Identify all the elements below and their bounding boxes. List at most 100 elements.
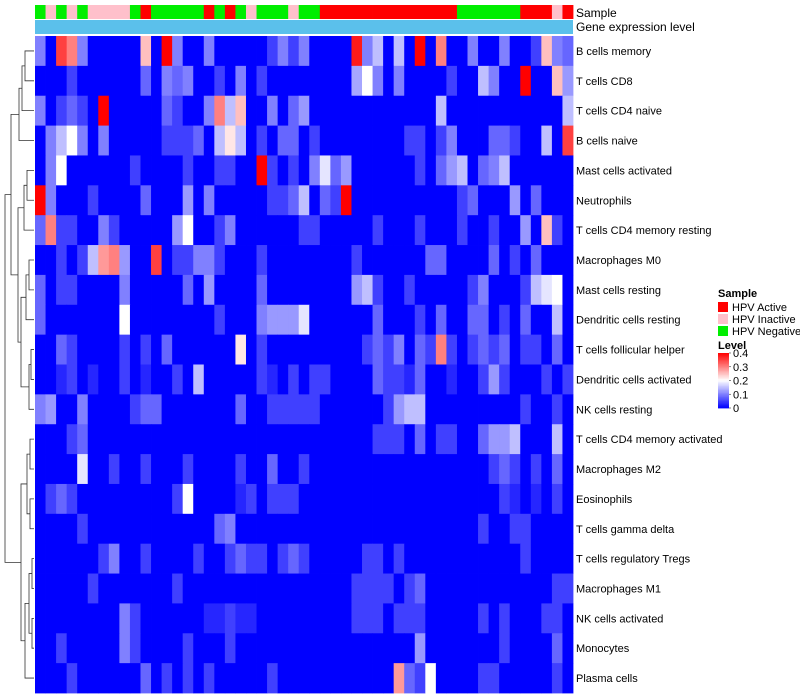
level-legend-gradient-step <box>718 383 729 386</box>
heatmap-cell <box>425 185 437 216</box>
heatmap-cell <box>383 483 395 515</box>
heatmap-cell <box>478 95 490 126</box>
heatmap-cell <box>435 573 447 604</box>
heatmap-cell <box>562 125 574 156</box>
heatmap-cell <box>45 633 57 664</box>
heatmap-cell <box>488 454 500 485</box>
heatmap-cell <box>119 245 131 276</box>
heatmap-cell <box>66 215 78 246</box>
heatmap-cell <box>129 36 141 67</box>
heatmap-cell <box>383 245 395 276</box>
heatmap-cell <box>446 394 458 425</box>
heatmap-cell <box>551 603 563 634</box>
heatmap-cell <box>414 274 426 306</box>
heatmap-cell <box>193 95 205 126</box>
heatmap-cell <box>478 185 490 216</box>
heatmap-cell <box>151 454 162 485</box>
sample-annotation-cell <box>362 5 373 19</box>
heatmap-cell <box>203 483 215 515</box>
heatmap-cell <box>129 245 141 276</box>
heatmap-cell <box>267 603 279 634</box>
heatmap-cell <box>129 185 141 216</box>
heatmap-cell <box>551 125 563 156</box>
heatmap-cell <box>362 65 373 97</box>
heatmap-cell <box>35 155 46 186</box>
heatmap-cell <box>393 573 405 604</box>
heatmap-cell <box>214 274 226 306</box>
heatmap-cell <box>393 304 405 336</box>
heatmap-cell <box>224 543 236 574</box>
dendrogram-branch <box>29 438 34 470</box>
heatmap-cell <box>203 155 215 186</box>
heatmap-cell <box>182 454 194 485</box>
heatmap-cell <box>298 95 310 126</box>
heatmap-cell <box>203 95 215 126</box>
heatmap-cell <box>435 36 447 67</box>
heatmap-cell <box>151 65 162 97</box>
heatmap-cell <box>435 155 447 186</box>
heatmap-cell <box>340 36 352 67</box>
heatmap-cell <box>530 483 542 515</box>
heatmap-cell <box>66 663 78 694</box>
heatmap-cell <box>425 633 437 664</box>
heatmap-cell <box>267 364 279 395</box>
heatmap-cell <box>414 603 426 634</box>
heatmap-cell <box>362 633 373 664</box>
heatmap-cell <box>362 663 373 694</box>
heatmap-cell <box>87 125 99 156</box>
heatmap-cell <box>298 394 310 425</box>
heatmap-cell <box>393 65 405 97</box>
level-legend-gradient-step <box>718 359 729 362</box>
heatmap-cell <box>551 394 563 425</box>
heatmap-cell <box>45 185 57 216</box>
heatmap-cell <box>351 424 363 455</box>
heatmap-cell <box>340 454 352 485</box>
heatmap-cell <box>108 573 120 604</box>
heatmap-cell <box>372 274 384 306</box>
heatmap-cell <box>467 603 479 634</box>
heatmap-cell <box>56 543 68 574</box>
heatmap-cell <box>129 543 141 574</box>
heatmap-cell <box>182 274 194 306</box>
sample-annotation-cell <box>182 5 194 19</box>
heatmap-cell <box>562 603 574 634</box>
heatmap-cell <box>309 215 321 246</box>
heatmap-cell <box>193 424 205 455</box>
heatmap-cell <box>161 65 173 97</box>
dendrogram-branch <box>4 194 21 563</box>
heatmap-cell <box>393 185 405 216</box>
heatmap-cell <box>488 155 500 186</box>
heatmap-cell <box>172 454 184 485</box>
heatmap-cell <box>288 663 300 694</box>
heatmap-cell <box>161 603 173 634</box>
heatmap-cell <box>267 394 279 425</box>
heatmap-cell <box>172 95 184 126</box>
heatmap-cell <box>309 364 321 395</box>
heatmap-cell <box>140 663 152 694</box>
heatmap-cell <box>530 454 542 485</box>
sample-annotation-cell <box>309 5 321 19</box>
heatmap-cell <box>277 454 289 485</box>
heatmap-cell <box>456 394 468 425</box>
heatmap-cell <box>309 483 321 515</box>
heatmap-cell <box>446 215 458 246</box>
heatmap-cell <box>140 483 152 515</box>
heatmap-cell <box>340 274 352 306</box>
heatmap-cell <box>404 663 416 694</box>
heatmap-cell <box>509 185 521 216</box>
row-label: T cells CD4 memory resting <box>576 225 712 237</box>
heatmap-cell <box>541 543 553 574</box>
heatmap-cell <box>404 603 416 634</box>
heatmap-cell <box>45 95 57 126</box>
heatmap-cell <box>562 334 574 365</box>
heatmap-cell <box>161 573 173 604</box>
sample-annotation-cell <box>35 5 46 19</box>
heatmap-cell <box>56 185 68 216</box>
heatmap-cell <box>404 513 416 545</box>
heatmap-cell <box>56 603 68 634</box>
heatmap-cell <box>256 274 268 306</box>
heatmap-cell <box>161 334 173 365</box>
heatmap-cell <box>35 513 46 545</box>
heatmap-cell <box>372 483 384 515</box>
heatmap-cell <box>530 304 542 336</box>
